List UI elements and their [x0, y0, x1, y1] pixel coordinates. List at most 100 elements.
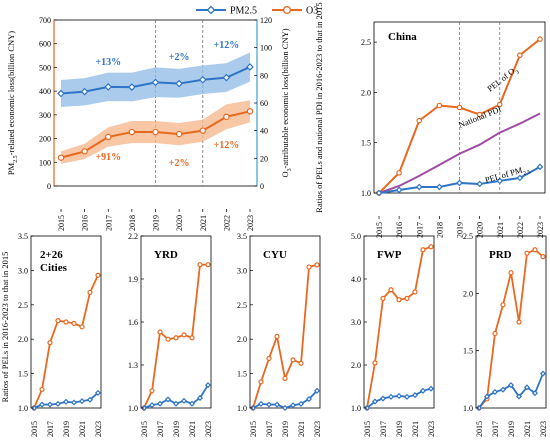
econ-xtick-2023: 2023: [246, 215, 255, 231]
econ-point-O3-2016: [81, 148, 88, 155]
c226-xtick-2021: 2021: [78, 421, 87, 437]
yrd-point-pm-2021: [188, 400, 196, 407]
yrd-point-pm-2019: [172, 400, 180, 407]
prd-ytick-2.5: 2.5: [463, 232, 473, 241]
prd-point-o3-2020: [516, 319, 522, 325]
yrd-point-pm-2020: [180, 397, 188, 404]
panel-cyu: 1.0 1.5 2.0 2.5 3.0 3.5 2015 2017 2019 2021 2023 CY…: [237, 232, 322, 437]
c226-ytick-2.5: 2.5: [18, 301, 28, 310]
fwp-xtick-2015: 2015: [363, 421, 372, 437]
cyu-title: CYU: [263, 249, 287, 261]
prd-xtick-2019: 2019: [507, 421, 516, 437]
china-ytick-2.5: 2.5: [361, 38, 371, 47]
fwp-point-o3-2020: [404, 295, 410, 301]
c226-point-o3-2018: [55, 318, 61, 324]
c226-point-pm-2020: [70, 399, 78, 406]
cyu-point-o3-2019: [282, 375, 288, 382]
cyu-point-pm-2018: [273, 401, 281, 408]
fwp-point-pm-2017: [379, 395, 387, 402]
yrd-point-pm-2018: [164, 396, 172, 403]
fwp-xtick-2021: 2021: [411, 421, 420, 437]
econ-xtick-2018: 2018: [128, 215, 137, 231]
china-title: China: [388, 31, 417, 43]
cyu-point-pm-2022: [305, 396, 313, 403]
econ-point-PM2.5-2023: [246, 63, 254, 71]
c226-point-pm-2019: [62, 398, 70, 405]
china-point-pm-2018: [436, 183, 443, 191]
fwp-point-pm-2023: [427, 385, 435, 392]
cyu-ytick-2.0: 2.0: [237, 335, 247, 344]
china-label-pm: PEL of PM2.5: [484, 163, 532, 188]
econ-ytick-left-500: 500: [39, 63, 51, 72]
cyu-point-o3-2020: [290, 357, 296, 363]
prd-ytick-1.5: 1.5: [463, 347, 473, 356]
prd-xtick-2015: 2015: [475, 421, 484, 437]
yrd-ytick-1.6: 1.6: [128, 318, 138, 327]
yrd-point-o3-2023: [205, 262, 211, 268]
panel-economic-loss: 0 100 200 300 400 500 600 700 0 20 40 60 80 100 120 201…: [6, 16, 293, 231]
cyu-point-o3-2017: [266, 355, 272, 362]
china-point-pm-2021: [496, 177, 504, 185]
cyu-ytick-3.0: 3.0: [237, 266, 247, 275]
china-label-pdi: National PDI: [457, 104, 503, 130]
econ-point-O3-2017: [105, 133, 112, 141]
legend-pm-label: PM2.5: [230, 6, 257, 17]
china-ytick-1.5: 1.5: [361, 139, 371, 148]
legend-o3-marker: [282, 5, 292, 15]
econ-ytick-right-60: 60: [260, 99, 268, 108]
prd-point-o3-2021: [524, 250, 530, 256]
cyu-point-o3-2022: [306, 264, 312, 270]
c226-point-o3-2016: [39, 386, 45, 393]
china-point-o3-2021: [496, 101, 503, 108]
yrd-point-pm-2022: [196, 394, 204, 402]
china-xtick-2017: 2017: [415, 222, 424, 238]
prd-point-o3-2019: [508, 270, 514, 276]
yrd-point-pm-2023: [204, 382, 212, 389]
econ-ytick-right-0: 0: [260, 182, 264, 191]
cyu-xtick-2021: 2021: [297, 421, 306, 437]
fwp-line-O3: [366, 245, 432, 409]
econ-point-PM2.5-2016: [80, 87, 89, 96]
econ-ylabel-right: O3-attributable economic loss(billion CN…: [280, 28, 293, 177]
fwp-point-pm-2020: [403, 393, 411, 400]
cyu-xtick-2015: 2015: [249, 421, 258, 437]
prd-point-pm-2021: [523, 384, 531, 391]
prd-point-o3-2018: [500, 302, 506, 308]
econ-xtick-2022: 2022: [222, 215, 231, 231]
c226-point-o3-2022: [87, 289, 93, 296]
econ-annotation-pm-0: +13%: [95, 57, 121, 68]
cyu-point-o3-2018: [274, 333, 280, 340]
c226-ytick-1.0: 1.0: [18, 404, 28, 413]
c226-point-pm-2021: [78, 398, 86, 405]
cyu-ytick-1.0: 1.0: [237, 404, 247, 413]
china-point-pm-2023: [536, 163, 544, 171]
china-point-pm-2019: [456, 179, 463, 187]
yrd-point-o3-2018: [165, 336, 171, 342]
yrd-xtick-2023: 2023: [204, 421, 213, 437]
fwp-point-pm-2019: [395, 392, 403, 400]
c226-title-line1: 2+26: [40, 249, 63, 261]
cyu-xtick-2019: 2019: [281, 421, 290, 437]
china-xtick-2015: 2015: [375, 222, 384, 238]
china-point-o3-2019: [456, 104, 463, 111]
china-point-pm-2016: [395, 186, 403, 194]
china-ylabel: Ratios of PELs and national PDI in 2016-…: [314, 2, 324, 212]
c226-ytick-2.0: 2.0: [18, 335, 28, 344]
panel-yrd: 1.0 1.3 1.6 1.9 2.2 2015 2017 2019 2021 2023 YRD: [128, 232, 213, 437]
prd-xtick-2017: 2017: [491, 421, 500, 437]
fwp-ytick-3.0: 3.0: [351, 318, 361, 327]
c226-ytick-3.0: 3.0: [18, 266, 28, 275]
econ-point-PM2.5-2022: [222, 73, 231, 82]
fwp-frame: [363, 235, 435, 409]
prd-xtick-2021: 2021: [523, 421, 532, 437]
econ-xtick-2021: 2021: [199, 215, 208, 231]
yrd-xtick-2015: 2015: [140, 421, 149, 437]
china-ytick-1.0: 1.0: [361, 189, 371, 198]
cyu-point-pm-2017: [265, 401, 273, 408]
prd-frame: [475, 235, 547, 409]
legend: PM2.5 O3: [196, 6, 318, 17]
yrd-frame: [140, 235, 212, 409]
panel-china: 1.0 1.5 2.0 2.5 2015 2016 2017 2018 2019 2020 2021…: [314, 2, 546, 238]
yrd-point-pm-2017: [156, 400, 164, 407]
